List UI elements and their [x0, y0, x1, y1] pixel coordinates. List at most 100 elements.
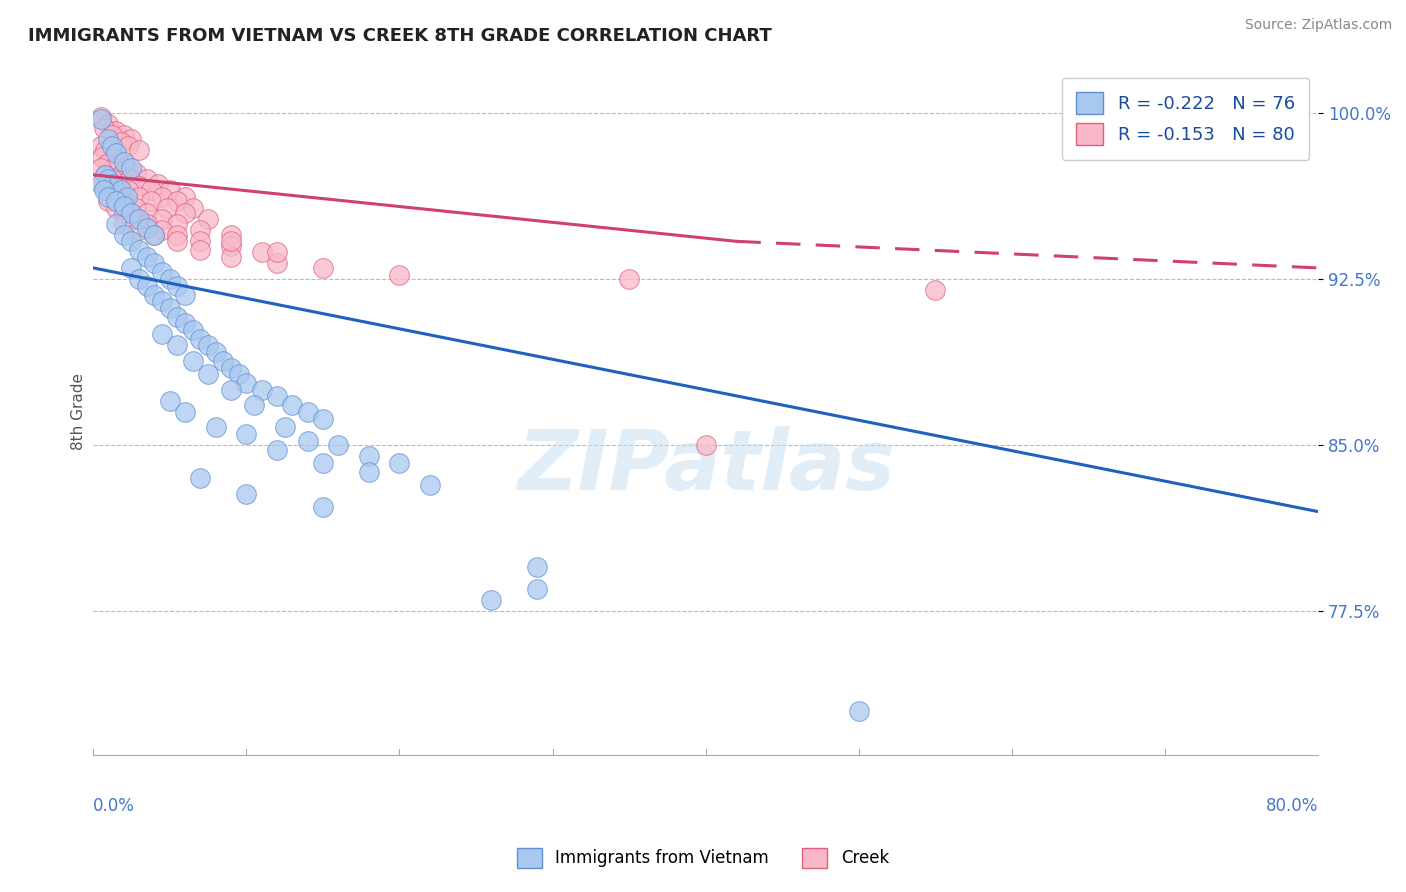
Point: [128, 178, 150, 193]
Point: [181, 354, 204, 368]
Point: [219, 250, 242, 264]
Point: [110, 135, 132, 149]
Point: [90, 139, 112, 153]
Point: [156, 201, 179, 215]
Point: [128, 212, 150, 227]
Point: [97, 183, 120, 197]
Point: [121, 205, 143, 219]
Point: [90, 112, 112, 127]
Point: [118, 172, 141, 186]
Point: [190, 332, 212, 346]
Point: [97, 194, 120, 209]
Point: [219, 239, 242, 253]
Point: [93, 121, 115, 136]
Point: [235, 427, 257, 442]
Point: [112, 217, 135, 231]
Point: [105, 194, 128, 209]
Point: [250, 383, 273, 397]
Point: [112, 154, 135, 169]
Point: [212, 354, 235, 368]
Point: [388, 456, 411, 470]
Point: [112, 199, 135, 213]
Point: [135, 221, 157, 235]
Point: [159, 183, 181, 197]
Point: [190, 243, 212, 257]
Point: [181, 323, 204, 337]
Point: [297, 405, 319, 419]
Point: [419, 478, 441, 492]
Point: [135, 250, 157, 264]
Point: [141, 194, 163, 209]
Point: [166, 194, 188, 209]
Point: [150, 223, 173, 237]
Point: [100, 150, 122, 164]
Point: [150, 190, 173, 204]
Point: [121, 132, 143, 146]
Point: [190, 235, 212, 249]
Point: [219, 235, 242, 249]
Point: [110, 183, 132, 197]
Point: [197, 338, 219, 352]
Point: [190, 223, 212, 237]
Point: [159, 301, 181, 315]
Point: [159, 272, 181, 286]
Point: [105, 190, 128, 204]
Point: [112, 194, 135, 209]
Point: [235, 487, 257, 501]
Point: [125, 166, 148, 180]
Point: [526, 560, 548, 574]
Point: [181, 201, 204, 215]
Point: [108, 178, 131, 193]
Point: [135, 278, 157, 293]
Point: [128, 243, 150, 257]
Point: [228, 368, 250, 382]
Point: [166, 278, 188, 293]
Point: [250, 245, 273, 260]
Point: [128, 223, 150, 237]
Point: [117, 183, 139, 197]
Point: [128, 144, 150, 158]
Point: [125, 201, 148, 215]
Point: [91, 150, 114, 164]
Point: [219, 360, 242, 375]
Point: [328, 438, 350, 452]
Point: [143, 287, 166, 301]
Point: [141, 183, 163, 197]
Point: [94, 168, 117, 182]
Point: [135, 172, 157, 186]
Point: [174, 405, 197, 419]
Point: [312, 456, 335, 470]
Point: [266, 442, 288, 457]
Point: [110, 168, 132, 182]
Text: 80.0%: 80.0%: [1265, 797, 1319, 814]
Point: [121, 260, 143, 275]
Point: [112, 128, 135, 142]
Point: [143, 256, 166, 270]
Point: [128, 272, 150, 286]
Point: [121, 161, 143, 176]
Point: [96, 157, 118, 171]
Point: [357, 449, 380, 463]
Point: [166, 310, 188, 324]
Point: [166, 227, 188, 242]
Point: [243, 398, 266, 412]
Point: [93, 177, 115, 191]
Point: [115, 161, 138, 176]
Point: [273, 420, 295, 434]
Point: [166, 235, 188, 249]
Point: [166, 217, 188, 231]
Point: [146, 177, 169, 191]
Point: [105, 123, 128, 137]
Point: [197, 368, 219, 382]
Text: 0.0%: 0.0%: [93, 797, 135, 814]
Point: [117, 139, 139, 153]
Point: [97, 132, 120, 146]
Point: [266, 389, 288, 403]
Point: [128, 190, 150, 204]
Point: [135, 205, 157, 219]
Point: [93, 183, 115, 197]
Point: [357, 465, 380, 479]
Point: [115, 190, 138, 204]
Point: [388, 268, 411, 282]
Point: [219, 383, 242, 397]
